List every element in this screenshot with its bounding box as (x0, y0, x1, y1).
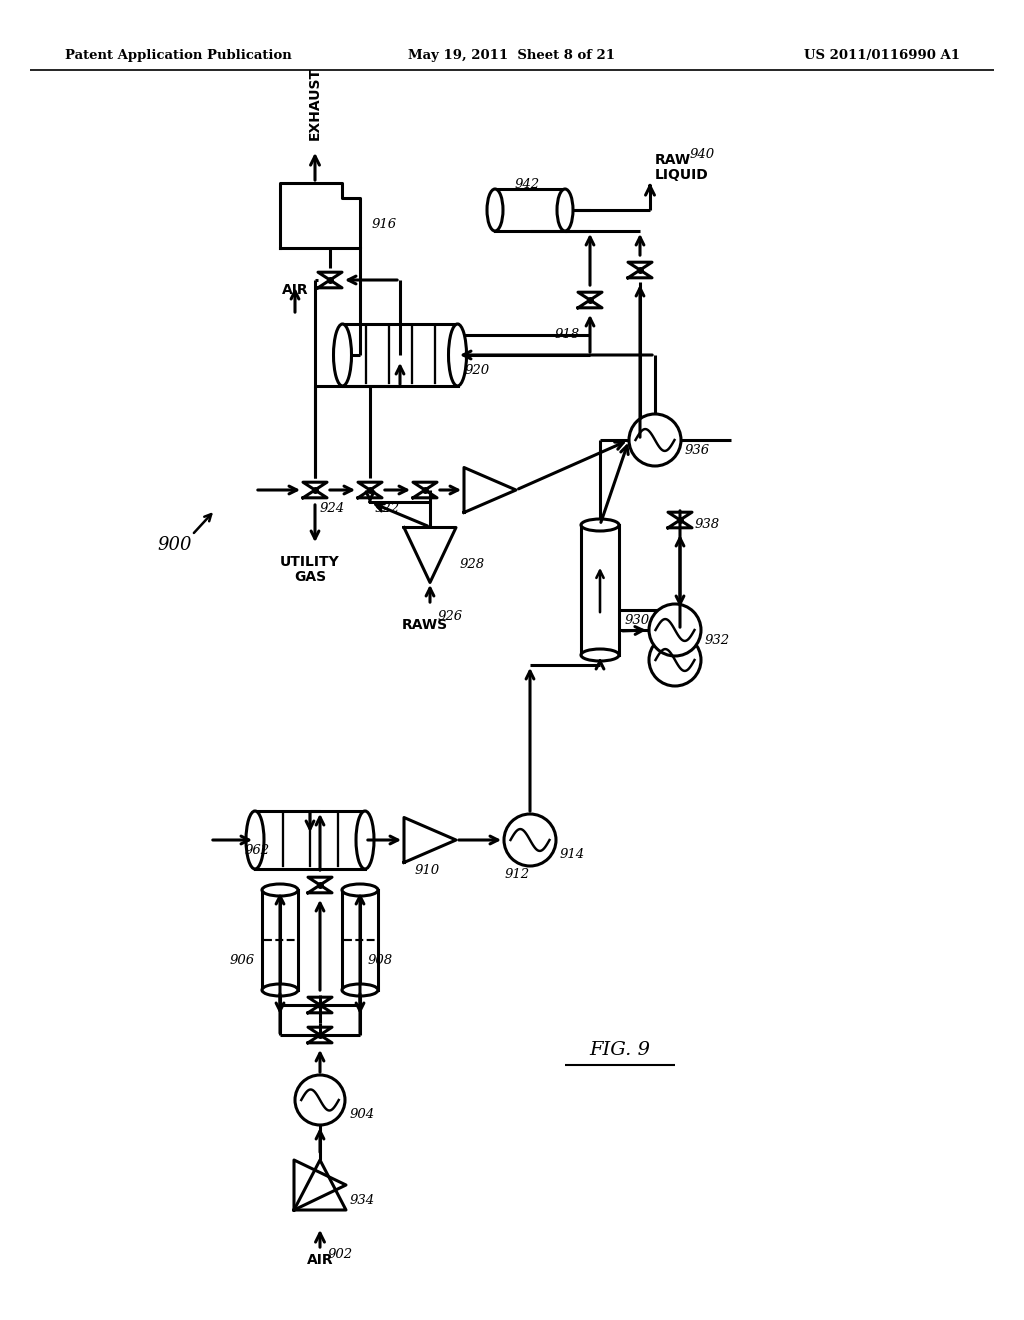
Text: 908: 908 (368, 953, 393, 966)
Text: 906: 906 (230, 953, 255, 966)
Ellipse shape (246, 810, 264, 869)
Ellipse shape (342, 884, 378, 896)
Text: 918: 918 (555, 329, 581, 342)
Text: 904: 904 (350, 1109, 375, 1122)
Text: RAWS: RAWS (402, 618, 449, 632)
Bar (495, 189, 565, 231)
Text: 962: 962 (245, 843, 270, 857)
Text: 912: 912 (505, 869, 530, 882)
Ellipse shape (356, 810, 374, 869)
Text: May 19, 2011  Sheet 8 of 21: May 19, 2011 Sheet 8 of 21 (409, 49, 615, 62)
Text: FIG. 9: FIG. 9 (590, 1041, 650, 1059)
Text: 930: 930 (625, 614, 650, 627)
Text: Patent Application Publication: Patent Application Publication (65, 49, 292, 62)
Text: AIR: AIR (282, 282, 308, 297)
Ellipse shape (487, 189, 503, 231)
Text: 920: 920 (465, 363, 490, 376)
Text: 942: 942 (515, 178, 540, 191)
Text: 936: 936 (685, 444, 710, 457)
Circle shape (649, 634, 701, 686)
Ellipse shape (449, 323, 467, 385)
Text: 916: 916 (372, 219, 397, 231)
Text: LIQUID: LIQUID (655, 168, 709, 182)
Text: 900: 900 (158, 536, 193, 554)
Text: EXHAUST: EXHAUST (308, 67, 322, 140)
Text: 934: 934 (350, 1193, 375, 1206)
Text: 902: 902 (328, 1249, 353, 1262)
Text: 910: 910 (415, 863, 440, 876)
Text: US 2011/0116990 A1: US 2011/0116990 A1 (804, 49, 961, 62)
Text: AIR: AIR (306, 1253, 334, 1267)
Text: 938: 938 (695, 519, 720, 532)
Circle shape (649, 605, 701, 656)
Circle shape (295, 1074, 345, 1125)
Circle shape (504, 814, 556, 866)
Text: 928: 928 (460, 558, 485, 572)
Text: 924: 924 (319, 502, 345, 515)
Ellipse shape (557, 189, 573, 231)
Bar (255, 810, 365, 869)
Ellipse shape (581, 519, 618, 531)
Text: GAS: GAS (294, 570, 326, 583)
Bar (262, 890, 298, 990)
Text: 932: 932 (705, 634, 730, 647)
Bar (581, 525, 618, 655)
Circle shape (629, 414, 681, 466)
Text: 914: 914 (560, 849, 585, 862)
Ellipse shape (342, 983, 378, 997)
Text: RAW: RAW (655, 153, 691, 168)
Ellipse shape (262, 983, 298, 997)
Ellipse shape (262, 884, 298, 896)
Text: 926: 926 (438, 610, 463, 623)
Ellipse shape (581, 649, 618, 661)
Bar (342, 323, 458, 385)
Text: UTILITY: UTILITY (281, 554, 340, 569)
Bar (342, 890, 378, 990)
Text: 940: 940 (690, 149, 715, 161)
Ellipse shape (334, 323, 351, 385)
Text: 922: 922 (375, 502, 400, 515)
